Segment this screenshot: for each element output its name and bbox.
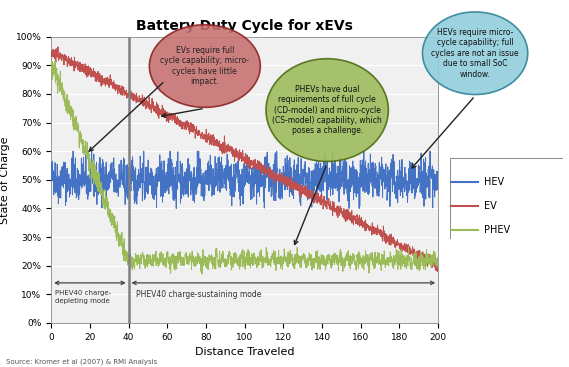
FancyBboxPatch shape [450, 158, 563, 239]
Text: PHEV40 charge-
depleting mode: PHEV40 charge- depleting mode [55, 290, 111, 304]
Text: EV: EV [484, 201, 496, 211]
Text: EVs require full
cycle capability; micro-
cycles have little
impact.: EVs require full cycle capability; micro… [160, 46, 249, 86]
Text: PHEV: PHEV [484, 225, 510, 236]
Text: PHEV40 charge-sustaining mode: PHEV40 charge-sustaining mode [137, 290, 262, 299]
X-axis label: Distance Traveled: Distance Traveled [195, 347, 294, 357]
Text: HEV: HEV [484, 177, 504, 187]
Text: PHEVs have dual
requirements of full cycle
(CD-model) and micro-cycle
(CS-model): PHEVs have dual requirements of full cyc… [273, 85, 382, 135]
Y-axis label: State of Charge: State of Charge [0, 136, 10, 224]
Text: HEVs require micro-
cycle capability; full
cycles are not an issue
due to small : HEVs require micro- cycle capability; fu… [431, 28, 519, 79]
Text: Source: Kromer et al (2007) & RMI Analysis: Source: Kromer et al (2007) & RMI Analys… [6, 359, 157, 365]
Title: Battery Duty Cycle for xEVs: Battery Duty Cycle for xEVs [136, 19, 353, 33]
